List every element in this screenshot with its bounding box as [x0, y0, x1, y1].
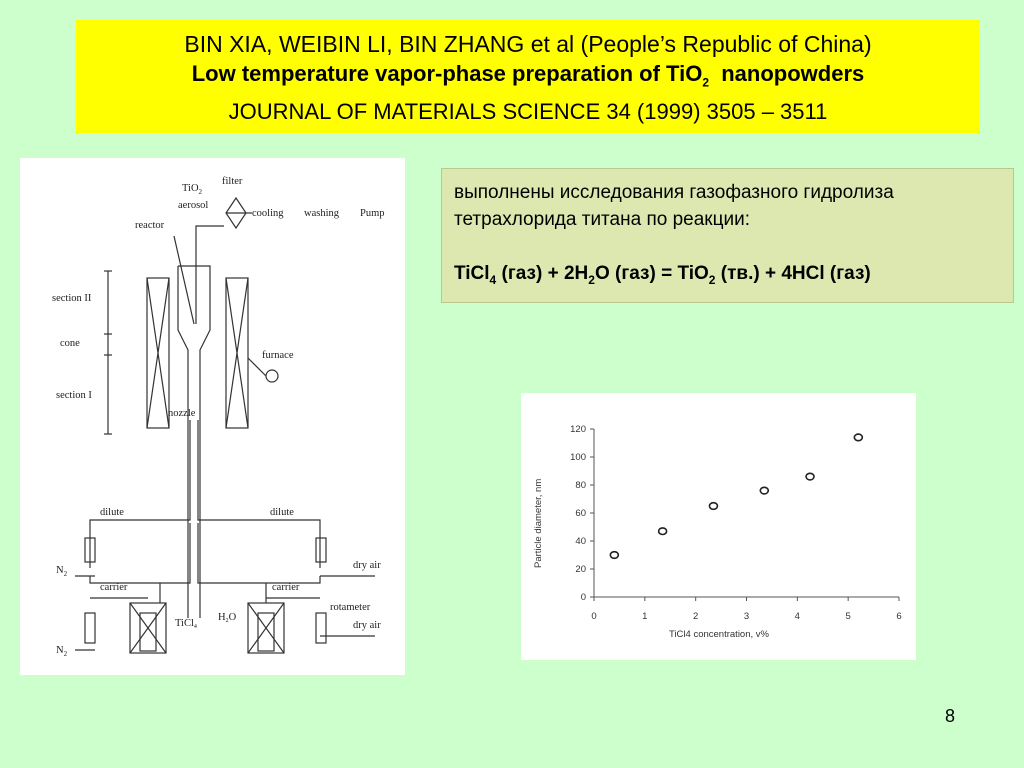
- diag-dilute-left: dilute: [100, 507, 124, 518]
- equation-part: (тв.) + 4HCl (газ): [715, 263, 871, 284]
- data-point: [708, 501, 719, 511]
- reactor-pointer: [173, 235, 195, 325]
- y-tick-label: 0: [581, 592, 586, 603]
- diag-section2: section II: [52, 293, 92, 304]
- title-subscript: 2: [702, 75, 709, 90]
- x-tick-label: 0: [591, 611, 596, 622]
- y-tick-label: 60: [575, 508, 586, 519]
- diag-h2o: H2O: [218, 612, 237, 624]
- slide-number: 8: [945, 706, 956, 726]
- carrier-right: [197, 523, 321, 584]
- dilute-left: [89, 488, 191, 530]
- diag-filter: filter: [222, 176, 243, 187]
- bubbler-h2o: [247, 602, 285, 654]
- diag-aerosol: aerosol: [178, 200, 208, 211]
- diag-pump: Pump: [360, 208, 385, 219]
- data-point: [853, 433, 864, 442]
- dilute-right: [197, 488, 321, 530]
- header-banner: BIN XIA, WEIBIN LI, BIN ZHANG et al (Peo…: [76, 20, 980, 133]
- authors-line: BIN XIA, WEIBIN LI, BIN ZHANG et al (Peo…: [184, 31, 872, 57]
- y-axis-label: Particle diameter, nm: [533, 479, 544, 568]
- apparatus-svg: TiO2 aerosol filter cooling washing Pump…: [52, 176, 385, 658]
- rotameter-left-lower: [84, 612, 96, 644]
- diag-n2-lower: N2: [56, 645, 68, 658]
- y-tick-label: 40: [575, 536, 586, 547]
- diag-cooling: cooling: [252, 208, 284, 219]
- data-point: [759, 486, 770, 495]
- rotameter-right-lower: [315, 612, 327, 644]
- diag-furnace: furnace: [262, 350, 294, 361]
- diag-section1: section I: [56, 390, 92, 401]
- diag-dry-air-lower: dry air: [353, 620, 381, 631]
- chart-svg: 0 20 40 60 80 100 120 0 1 2 3 4 5 6 TiCl4 concentrati…: [533, 424, 902, 640]
- diag-washing: washing: [304, 208, 340, 219]
- x-tick-label: 4: [795, 611, 800, 622]
- journal-line: JOURNAL OF MATERIALS SCIENCE 34 (1999) 3…: [228, 99, 828, 125]
- diag-dilute-right: dilute: [270, 507, 294, 518]
- y-tick-label: 20: [575, 564, 586, 575]
- equation-subscript: 4: [489, 272, 497, 287]
- equation-part: O (газ) = TiO: [594, 263, 709, 284]
- carrier-left: [89, 523, 191, 584]
- equation-part: (газ) + 2H: [496, 263, 589, 284]
- diag-reactor: reactor: [135, 220, 165, 231]
- chart-marks: [609, 433, 864, 560]
- x-tick-label: 1: [642, 611, 647, 622]
- x-axis-label: TiCl4 concentration, v%: [669, 629, 770, 640]
- reactor-left-wall: [177, 266, 189, 618]
- furnace-pointer: [247, 357, 267, 377]
- title-tail: nanopowders: [709, 61, 865, 86]
- data-point: [657, 527, 668, 536]
- x-tick-label: 2: [693, 611, 698, 622]
- bubbler-ticl4: [129, 602, 167, 654]
- paper-title: Low temperature vapor-phase preparation …: [76, 59, 980, 97]
- diag-carrier-left: carrier: [100, 582, 128, 593]
- y-tick-label: 100: [570, 452, 586, 463]
- y-tick-label: 80: [575, 480, 586, 491]
- particle-chart: 0 20 40 60 80 100 120 0 1 2 3 4 5 6 TiCl4 concentrati…: [521, 393, 916, 660]
- equation-subscript: 2: [588, 272, 595, 287]
- furnace-indicator: [265, 369, 279, 383]
- outlet-pipe: [195, 225, 224, 324]
- diag-n2-upper: N2: [56, 565, 68, 578]
- title-main: Low temperature vapor-phase preparation …: [191, 61, 703, 86]
- data-point: [805, 472, 815, 481]
- rotameter-left-upper: [84, 537, 96, 563]
- description-box: выполнены исследования газофазного гидро…: [441, 168, 1014, 303]
- chart-axes: 0 20 40 60 80 100 120 0 1 2 3 4 5 6: [570, 424, 902, 622]
- x-tick-label: 5: [846, 611, 851, 622]
- y-tick-label: 120: [570, 424, 586, 435]
- description-text: выполнены исследования газофазного гидро…: [454, 182, 894, 230]
- rotameter-right-upper: [315, 537, 327, 563]
- diag-nozzle: nozzle: [168, 408, 196, 419]
- data-point: [609, 550, 620, 560]
- reaction-equation: TiCl4 (газ) + 2H2O (газ) = TiO2 (тв.) + …: [454, 260, 1001, 294]
- diag-ticl4: TiCl4: [175, 618, 197, 630]
- diag-dry-air-upper: dry air: [353, 560, 381, 571]
- x-tick-label: 3: [744, 611, 749, 622]
- equation-part: TiCl: [454, 263, 490, 284]
- furnace-right: [225, 277, 249, 429]
- reactor-right-wall: [178, 265, 211, 618]
- diag-carrier-right: carrier: [272, 582, 300, 593]
- furnace-left: [146, 277, 170, 429]
- diag-rotameter: rotameter: [330, 602, 371, 613]
- diag-cone: cone: [60, 338, 80, 349]
- equation-subscript: 2: [708, 272, 716, 287]
- x-tick-label: 6: [896, 611, 901, 622]
- apparatus-diagram: TiO2 aerosol filter cooling washing Pump…: [20, 158, 405, 675]
- diag-tio2: TiO2: [182, 183, 203, 196]
